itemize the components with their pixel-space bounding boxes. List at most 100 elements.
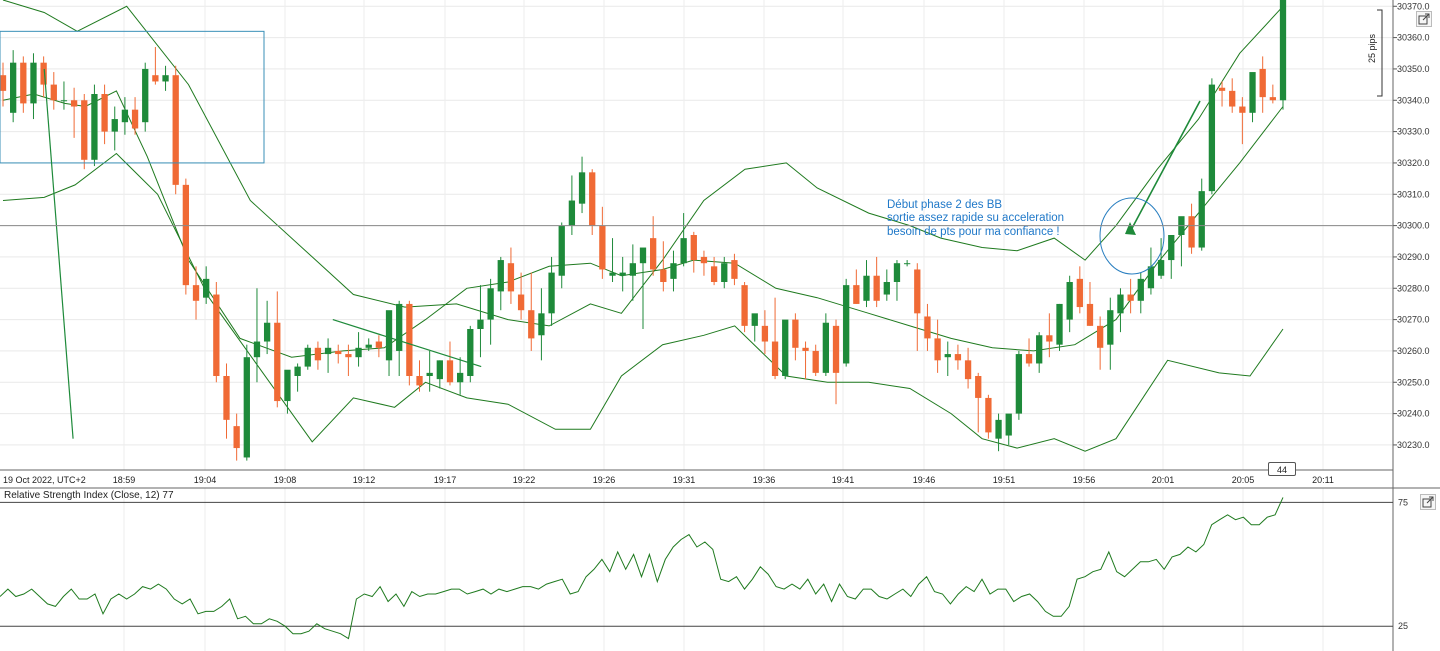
candle-body — [883, 282, 890, 295]
candle — [660, 241, 667, 292]
candle-body — [314, 347, 322, 361]
candle-body — [1218, 87, 1226, 91]
candle-body — [375, 341, 383, 348]
candle-body — [243, 357, 250, 458]
candle-body — [172, 75, 179, 185]
candle-body — [964, 360, 972, 380]
candle-body — [131, 109, 139, 129]
candle — [802, 341, 809, 380]
candle-body — [487, 288, 494, 320]
projection-arrow — [1129, 100, 1201, 233]
time-label: 19:22 — [513, 475, 536, 485]
rsi-popout-icon[interactable] — [1420, 494, 1436, 510]
candle-body — [1015, 354, 1023, 414]
arrow-head — [1125, 222, 1136, 235]
candle-body — [863, 275, 870, 301]
candle-body — [467, 329, 474, 376]
candle — [507, 247, 515, 304]
candle — [761, 310, 769, 355]
candle — [152, 47, 159, 85]
candle-body — [274, 322, 281, 402]
candle — [609, 238, 616, 282]
candle — [680, 213, 687, 267]
candle — [263, 300, 271, 355]
candle-body — [507, 263, 515, 292]
candle-body — [263, 322, 271, 342]
candle-body — [1127, 294, 1134, 301]
candle — [1015, 350, 1023, 420]
candle-body — [456, 372, 464, 383]
candle-body — [385, 310, 393, 361]
candle — [1239, 97, 1246, 145]
candle-body — [914, 269, 921, 314]
candle — [1117, 288, 1124, 333]
candle-body — [1198, 191, 1205, 248]
candle-body — [853, 285, 860, 304]
candle — [1056, 303, 1063, 351]
candle-body — [639, 247, 647, 264]
annotation-line-1: Début phase 2 des BB — [887, 199, 1002, 211]
time-label: 19:31 — [673, 475, 696, 485]
candle-body — [335, 350, 342, 355]
candle-body — [406, 303, 413, 376]
candle-body — [517, 294, 525, 311]
time-grid — [123, 0, 1324, 651]
candle-body — [985, 397, 992, 433]
candle — [1137, 272, 1144, 314]
candle — [213, 282, 220, 383]
candle — [1249, 72, 1256, 123]
candle — [568, 175, 576, 235]
candle-body — [609, 272, 616, 276]
candle — [487, 278, 494, 345]
candle — [40, 56, 47, 98]
candle-body — [629, 263, 636, 276]
rsi-pane: 75 25 — [0, 497, 1408, 640]
candle-body — [1036, 335, 1043, 364]
candle-body — [903, 263, 911, 265]
candle-body — [538, 313, 545, 336]
candle — [111, 106, 118, 151]
candle — [142, 62, 149, 132]
candle — [253, 288, 261, 383]
candle — [50, 72, 57, 110]
candle-body — [934, 338, 941, 361]
candle-body — [162, 75, 169, 82]
candle-body — [152, 75, 159, 82]
time-label: 19:36 — [753, 475, 776, 485]
rsi-title: Relative Strength Index (Close, 12) 77 — [4, 490, 174, 501]
candle — [1168, 235, 1175, 279]
candle — [192, 266, 200, 320]
candle-body — [1025, 354, 1033, 364]
popout-icon[interactable] — [1416, 11, 1432, 27]
candle-body — [1259, 68, 1266, 98]
candle-body — [1168, 235, 1175, 261]
annotation-line-2: sortie assez rapide su acceleration — [887, 212, 1064, 224]
candle — [274, 291, 281, 408]
candle-body — [1096, 325, 1104, 348]
candle-body — [101, 94, 108, 132]
candle-body — [832, 325, 840, 373]
candle-body — [10, 62, 17, 113]
candle-body — [700, 256, 708, 264]
candle-body — [121, 109, 129, 123]
candle-body — [568, 200, 576, 226]
highlight-ellipse — [1099, 197, 1165, 275]
time-label: 20:01 — [1152, 475, 1175, 485]
candle — [985, 394, 992, 439]
candle-body — [20, 62, 27, 104]
candle — [843, 278, 850, 367]
time-label: 19 Oct 2022, UTC+2 — [3, 475, 86, 485]
candle — [517, 272, 525, 320]
candle-body — [1229, 90, 1236, 107]
candle — [1076, 266, 1083, 314]
candle-body — [436, 360, 443, 380]
candle-body — [213, 294, 220, 376]
candle-body — [1239, 106, 1246, 113]
candle-body — [690, 235, 697, 261]
candle — [416, 360, 423, 392]
candle-body — [619, 272, 626, 276]
candle-body — [203, 278, 210, 298]
candle — [477, 285, 484, 358]
candle-body — [802, 347, 809, 351]
